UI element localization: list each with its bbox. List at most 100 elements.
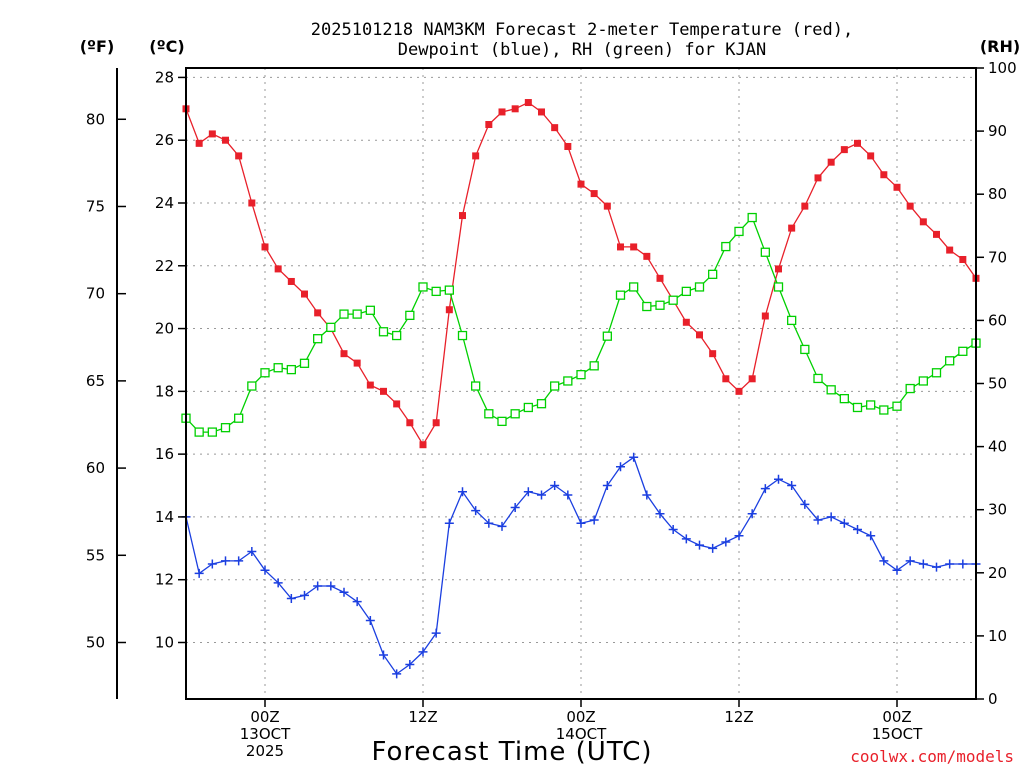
rh-point-53: [879, 405, 889, 415]
temp-point-30: [577, 180, 585, 188]
series-rh: [181, 212, 981, 437]
dewpoint-point-19: [431, 628, 441, 638]
dewpoint-point-39: [695, 540, 704, 550]
dewpoint-point-11: [326, 581, 336, 591]
temp-point-2: [208, 130, 216, 138]
dewpoint-point-8: [286, 594, 296, 604]
rh-point-41: [721, 241, 731, 252]
rh-point-55: [905, 383, 915, 394]
rh-tick-label-80: 80: [988, 185, 1007, 203]
temp-point-36: [656, 274, 664, 282]
rh-axis: 0 10 20 30 40 50 60 70 80 90 100: [976, 59, 1017, 708]
time-tick-label-6-2: 13OCT: [240, 725, 291, 743]
dewpoint-point-43: [747, 509, 757, 519]
dewpoint-point-22: [471, 506, 481, 516]
rh-point-44: [760, 247, 770, 257]
rh-point-4: [234, 413, 244, 423]
temp-point-24: [498, 108, 506, 116]
dewpoint-point-20: [444, 518, 454, 528]
dewpoint-point-57: [932, 562, 941, 572]
temp-point-4: [235, 152, 243, 160]
dewpoint-point-27: [537, 490, 546, 500]
dewpoint-point-52: [866, 531, 876, 541]
temp-point-6: [261, 243, 269, 251]
fahrenheit-tick-label-55: 55: [86, 546, 105, 564]
rh-point-22: [471, 381, 481, 391]
rh-tick-label-60: 60: [988, 311, 1007, 329]
rh-tick-label-70: 70: [988, 248, 1007, 266]
temp-point-18: [419, 441, 427, 449]
dewpoint-point-24: [497, 521, 507, 531]
fahrenheit-tick-label-75: 75: [86, 197, 105, 215]
fahrenheit-axis: 50 55 60 65 70 75 80: [86, 110, 126, 651]
celsius-tick-label-22: 22: [155, 257, 174, 275]
rh-point-6: [260, 368, 270, 378]
temp-point-20: [445, 306, 453, 314]
dewpoint-point-44: [760, 484, 770, 494]
rh-tick-label-20: 20: [988, 564, 1007, 582]
rh-point-48: [813, 373, 823, 384]
temp-point-27: [538, 108, 545, 116]
celsius-unit-label: (ºC): [149, 37, 184, 56]
rh-point-58: [945, 356, 955, 366]
dewpoint-point-48: [813, 515, 823, 525]
dewpoint-point-3: [221, 556, 230, 566]
temp-point-34: [630, 243, 638, 251]
rh-point-25: [510, 409, 520, 419]
temp-point-5: [248, 199, 256, 207]
temp-point-26: [524, 99, 532, 107]
rh-point-12: [339, 309, 349, 319]
fahrenheit-tick-label-60: 60: [86, 459, 105, 477]
rh-point-7: [273, 363, 283, 373]
grid-lines: [186, 68, 976, 699]
rh-point-49: [826, 385, 836, 395]
temp-point-46: [788, 224, 796, 232]
time-tick-label-42-1: 12Z: [724, 708, 753, 726]
temp-point-40: [709, 350, 717, 358]
rh-point-45: [773, 282, 784, 292]
rh-point-14: [365, 305, 375, 315]
dewpoint-point-9: [300, 590, 309, 600]
temp-point-57: [933, 230, 940, 238]
dewpoint-point-4: [234, 556, 244, 566]
temp-point-38: [682, 318, 690, 326]
dewpoint-point-21: [458, 487, 467, 497]
rh-point-13: [352, 309, 362, 319]
dewpoint-point-18: [418, 647, 428, 657]
temp-point-42: [735, 387, 743, 395]
rh-point-46: [787, 315, 797, 326]
temp-point-35: [643, 252, 651, 260]
dewpoint-point-26: [523, 487, 533, 497]
temp-point-58: [946, 246, 954, 254]
temp-point-10: [314, 309, 322, 317]
rh-point-42: [734, 226, 744, 237]
celsius-tick-label-24: 24: [155, 194, 174, 212]
rh-point-33: [615, 290, 626, 300]
rh-point-23: [484, 409, 494, 419]
temp-point-19: [432, 419, 440, 427]
rh-point-32: [602, 331, 612, 341]
rh-point-38: [681, 286, 691, 297]
rh-point-20: [444, 285, 454, 295]
dewpoint-point-53: [879, 556, 889, 566]
dewpoint-point-17: [405, 659, 415, 669]
dewpoint-point-47: [800, 499, 810, 509]
dewpoint-point-30: [576, 518, 586, 528]
temp-point-15: [380, 387, 387, 395]
rh-tick-label-10: 10: [988, 627, 1007, 645]
dewpoint-point-1: [194, 568, 204, 578]
dewpoint-point-6: [260, 565, 270, 575]
dewpoint-point-2: [207, 559, 217, 569]
dewpoint-point-55: [905, 556, 915, 566]
temp-point-52: [867, 152, 875, 160]
dewpoint-point-50: [839, 518, 849, 528]
temp-point-8: [287, 277, 295, 285]
dewpoint-point-56: [918, 559, 928, 569]
dewpoint-point-13: [352, 597, 362, 607]
rh-point-9: [299, 358, 310, 368]
time-tick-label-54-1: 00Z: [882, 708, 911, 726]
dewpoint-point-14: [365, 616, 375, 626]
temp-point-13: [353, 359, 361, 367]
rh-point-30: [576, 370, 586, 380]
dewpoint-point-46: [787, 481, 797, 491]
